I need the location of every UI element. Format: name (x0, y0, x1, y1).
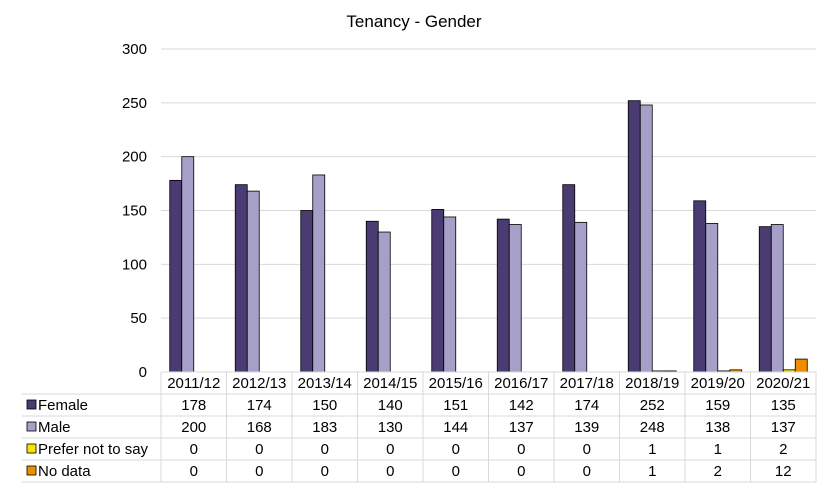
data-table: 2011/12 2012/13 2013/14 2014/15 2015/16 2016/… (22, 371, 817, 483)
bar-male (443, 216, 457, 373)
bar-male (508, 224, 522, 373)
data-label: 0 (190, 441, 198, 458)
bar-male (574, 221, 588, 373)
bars (169, 100, 808, 373)
data-label: 0 (452, 463, 460, 480)
data-label: 168 (247, 419, 272, 436)
data-label: 174 (247, 397, 272, 414)
category-label: 2013/14 (298, 375, 352, 392)
legend-swatch (26, 399, 37, 410)
chart-title: Tenancy - Gender (346, 12, 481, 31)
y-tick-label: 0 (139, 364, 147, 381)
y-tick-label: 150 (122, 203, 147, 220)
data-label: 0 (517, 463, 525, 480)
y-tick-label: 250 (122, 95, 147, 112)
data-label: 159 (705, 397, 730, 414)
data-label: 137 (771, 419, 796, 436)
data-label: 2 (714, 463, 722, 480)
category-label: 2016/17 (494, 375, 548, 392)
data-label: 150 (312, 397, 337, 414)
y-tick-label: 50 (130, 310, 147, 327)
data-label: 135 (771, 397, 796, 414)
data-label: 139 (574, 419, 599, 436)
y-axis: 0 50 100 150 200 250 300 (122, 41, 147, 381)
category-label: 2012/13 (232, 375, 286, 392)
data-label: 252 (640, 397, 665, 414)
legend-label: No data (38, 463, 91, 480)
data-label: 130 (378, 419, 403, 436)
data-label: 0 (583, 441, 591, 458)
legend-label: Male (38, 419, 71, 436)
data-label: 183 (312, 419, 337, 436)
legend-swatch (26, 465, 37, 476)
category-label: 2011/12 (167, 375, 220, 392)
bar-male (181, 156, 195, 373)
bar-no-data (794, 358, 808, 373)
data-label: 2 (779, 441, 787, 458)
bar-male (770, 224, 784, 373)
category-label: 2017/18 (560, 375, 614, 392)
legend-label: Prefer not to say (38, 441, 149, 458)
data-label: 144 (443, 419, 468, 436)
bar-female (562, 184, 576, 373)
data-label: 178 (181, 397, 206, 414)
data-label: 248 (640, 419, 665, 436)
data-label: 0 (321, 463, 329, 480)
y-tick-label: 200 (122, 149, 147, 166)
bar-female (431, 209, 445, 373)
legend-swatch (26, 421, 37, 432)
data-label: 0 (386, 463, 394, 480)
y-tick-label: 100 (122, 256, 147, 273)
bar-female (758, 226, 772, 373)
data-label: 140 (378, 397, 403, 414)
data-label: 200 (181, 419, 206, 436)
bar-male (705, 223, 719, 373)
data-label: 0 (190, 463, 198, 480)
bar-male (312, 174, 326, 373)
data-label: 137 (509, 419, 534, 436)
data-label: 12 (775, 463, 792, 480)
data-label: 138 (705, 419, 730, 436)
data-label: 0 (255, 463, 263, 480)
data-label: 1 (714, 441, 722, 458)
bar-female (169, 179, 183, 373)
legend-label: Female (38, 397, 88, 414)
category-label: 2018/19 (625, 375, 679, 392)
data-label: 1 (648, 441, 656, 458)
category-label: 2014/15 (363, 375, 417, 392)
y-tick-label: 300 (122, 41, 147, 58)
category-label: 2020/21 (756, 375, 810, 392)
data-label: 0 (255, 441, 263, 458)
gridlines (161, 48, 816, 373)
bar-female (496, 218, 510, 373)
category-label: 2019/20 (691, 375, 745, 392)
data-label: 0 (517, 441, 525, 458)
bar-female (300, 210, 314, 373)
data-label: 0 (452, 441, 460, 458)
bar-female (693, 200, 707, 373)
data-label: 174 (574, 397, 599, 414)
bar-male (246, 190, 260, 373)
category-label: 2015/16 (429, 375, 483, 392)
data-label: 0 (386, 441, 394, 458)
data-label: 0 (583, 463, 591, 480)
legend-swatch (26, 443, 37, 454)
bar-male (639, 104, 653, 373)
bar-female (234, 184, 248, 373)
bar-male (377, 231, 391, 373)
data-label: 0 (321, 441, 329, 458)
data-label: 1 (648, 463, 656, 480)
data-label: 142 (509, 397, 534, 414)
data-label: 151 (443, 397, 468, 414)
bar-female (627, 100, 641, 373)
bar-female (365, 220, 379, 373)
